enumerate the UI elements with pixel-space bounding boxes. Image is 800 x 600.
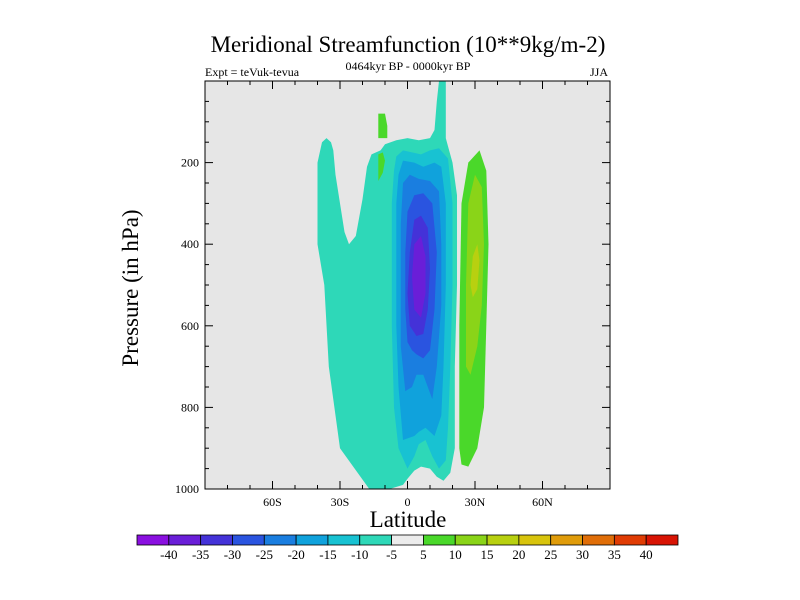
contour-fill-neg-5-upper-a-1 xyxy=(378,113,388,139)
contour-layer xyxy=(317,81,489,489)
colorbar-label: 15 xyxy=(481,547,494,562)
period-label: 0464kyr BP - 0000kyr BP xyxy=(346,59,471,73)
colorbar-label: 40 xyxy=(640,547,653,562)
colorbar-label: 35 xyxy=(608,547,621,562)
colorbar-swatch xyxy=(327,534,361,546)
chart-title: Meridional Streamfunction (10**9kg/m-2) xyxy=(211,32,606,57)
colorbar-swatch xyxy=(613,534,647,546)
y-axis-title: Pressure (in hPa) xyxy=(118,209,143,366)
colorbar-label: -35 xyxy=(192,547,209,562)
colorbar: -40 -35 -30 -25 -20 -15 -10 -5 5 10 15 20 25 30 35 40 xyxy=(136,534,679,562)
x-tick-label: 30S xyxy=(331,495,350,509)
contour-fill-pos-15-11 xyxy=(470,244,480,298)
colorbar-swatch xyxy=(645,534,679,546)
x-axis-title: Latitude xyxy=(370,507,447,532)
colorbar-swatch xyxy=(359,534,392,546)
colorbar-label: -5 xyxy=(386,547,397,562)
x-tick-label: 0 xyxy=(405,495,411,509)
colorbar-label: -25 xyxy=(256,547,273,562)
colorbar-label: 5 xyxy=(420,547,427,562)
colorbar-swatch xyxy=(391,534,424,546)
contour-fill-neg-5-upper-b-2 xyxy=(378,152,385,181)
colorbar-swatch xyxy=(295,534,329,546)
colorbar-swatch xyxy=(168,534,202,546)
colorbar-swatch xyxy=(486,534,520,546)
colorbar-swatch xyxy=(232,534,265,546)
y-tick-label: 400 xyxy=(181,237,199,251)
colorbar-swatch xyxy=(136,534,170,546)
colorbar-label: -10 xyxy=(351,547,368,562)
colorbar-swatch xyxy=(423,534,456,546)
y-tick-label: 200 xyxy=(181,156,199,170)
y-tick-label: 1000 xyxy=(175,482,199,496)
colorbar-swatch xyxy=(200,534,233,546)
tick-layer xyxy=(205,81,610,490)
colorbar-label: 30 xyxy=(576,547,589,562)
experiment-label: Expt = teVuk-tevua xyxy=(205,65,300,79)
colorbar-label: -40 xyxy=(160,547,177,562)
colorbar-swatch xyxy=(263,534,297,546)
colorbar-swatch xyxy=(454,534,488,546)
y-tick-label: 800 xyxy=(181,400,199,414)
x-tick-labels: 60S 30S 0 30N 60N xyxy=(263,495,553,509)
x-tick-label: 60S xyxy=(263,495,282,509)
colorbar-swatch xyxy=(582,534,615,546)
colorbar-label: -15 xyxy=(319,547,336,562)
colorbar-swatch xyxy=(550,534,583,546)
season-label: JJA xyxy=(590,65,608,79)
colorbar-label: -30 xyxy=(224,547,241,562)
colorbar-label: -20 xyxy=(287,547,304,562)
x-tick-label: 30N xyxy=(465,495,486,509)
colorbar-label: 10 xyxy=(449,547,462,562)
y-tick-labels: 200 400 600 800 1000 xyxy=(175,156,199,496)
colorbar-swatch xyxy=(518,534,552,546)
colorbar-label: 25 xyxy=(544,547,557,562)
colorbar-label: 20 xyxy=(512,547,525,562)
x-tick-label: 60N xyxy=(532,495,553,509)
contour-fill-neg-35-8 xyxy=(412,236,426,318)
y-tick-label: 600 xyxy=(181,319,199,333)
